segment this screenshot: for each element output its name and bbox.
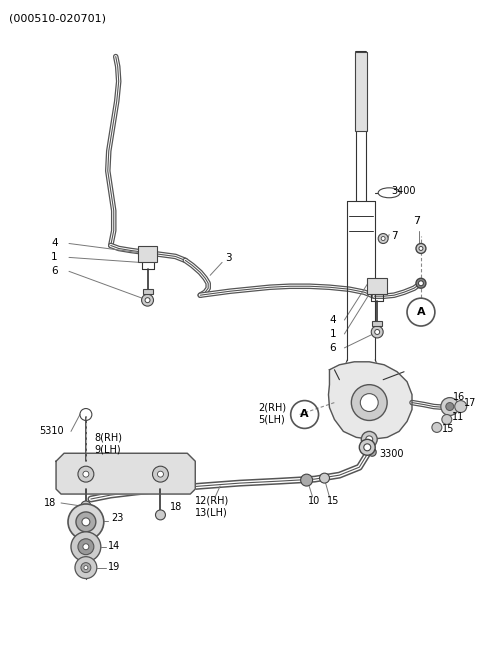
Circle shape [446,403,454,411]
Circle shape [364,444,371,451]
Circle shape [360,440,375,455]
Bar [143,289,153,294]
Circle shape [442,415,452,424]
Circle shape [153,466,168,482]
Text: 12(RH): 12(RH) [195,496,229,506]
Circle shape [351,384,387,420]
Circle shape [432,422,442,432]
Text: 7: 7 [413,216,420,226]
Text: 7: 7 [391,230,398,241]
Text: 4: 4 [51,239,58,249]
Circle shape [81,563,91,573]
Text: 19: 19 [108,562,120,571]
Text: 17: 17 [464,398,476,407]
Text: A: A [300,409,309,419]
Circle shape [371,326,383,338]
Circle shape [361,432,377,447]
Circle shape [156,510,166,520]
Circle shape [368,448,376,457]
Circle shape [83,544,89,550]
Text: 1: 1 [329,329,336,339]
Circle shape [381,237,385,241]
Bar [138,247,157,262]
Text: 3300: 3300 [379,449,404,459]
Text: 11: 11 [452,413,464,422]
Text: 2(RH): 2(RH) [258,403,286,413]
Text: 18: 18 [170,502,183,512]
Text: 15: 15 [442,424,454,434]
Circle shape [71,532,101,562]
Text: 14: 14 [108,541,120,551]
Circle shape [455,401,467,413]
Ellipse shape [378,188,400,197]
Text: 15: 15 [326,496,339,506]
Circle shape [157,471,164,477]
Text: 3: 3 [225,253,232,264]
Circle shape [360,394,378,411]
Circle shape [84,565,88,569]
Circle shape [81,501,91,511]
Circle shape [75,557,97,579]
Circle shape [441,398,459,415]
Bar [372,321,382,326]
Text: 9(LH): 9(LH) [95,444,121,455]
Circle shape [68,504,104,540]
Text: 23: 23 [111,513,123,523]
Circle shape [416,243,426,253]
Circle shape [416,278,426,288]
Text: 18: 18 [44,498,56,508]
Circle shape [320,473,329,483]
Circle shape [366,436,373,443]
Text: 8(RH): 8(RH) [95,432,123,442]
Text: 10: 10 [308,496,320,506]
Circle shape [300,474,312,486]
Text: 16: 16 [453,392,465,401]
Circle shape [378,234,388,243]
Text: 13(LH): 13(LH) [195,508,228,518]
Bar [367,278,387,294]
Circle shape [82,518,90,526]
Text: (000510-020701): (000510-020701) [9,14,107,24]
Circle shape [145,298,150,302]
Circle shape [76,512,96,532]
Text: 6: 6 [329,343,336,353]
Circle shape [419,281,423,286]
Circle shape [78,466,94,482]
Text: A: A [417,307,425,317]
Text: 5(LH): 5(LH) [258,415,285,424]
Polygon shape [328,362,412,440]
Circle shape [375,329,380,335]
Text: 4: 4 [329,315,336,325]
Text: 3400: 3400 [391,186,416,195]
Circle shape [78,539,94,555]
Text: 6: 6 [51,266,58,276]
Text: 1: 1 [51,253,58,262]
Circle shape [83,471,89,477]
Text: 5310: 5310 [39,426,64,436]
Circle shape [419,247,423,251]
Polygon shape [56,453,195,494]
Bar [355,52,367,131]
Circle shape [142,294,154,306]
